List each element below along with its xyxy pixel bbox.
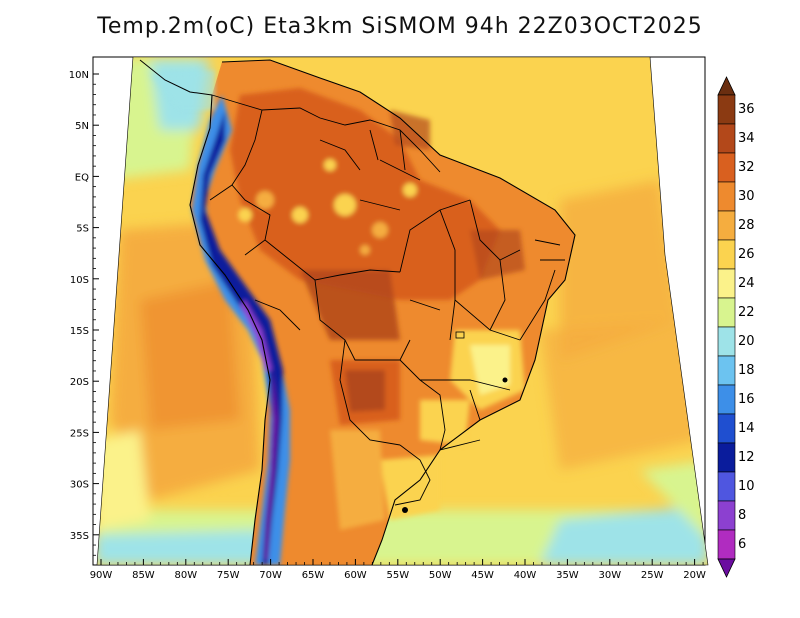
- lat-label: 25S: [70, 428, 89, 439]
- lat-label: 35S: [70, 531, 89, 542]
- temperature-field: [97, 57, 708, 565]
- longitude-axis: 90W 85W 80W 75W 70W 65W 60W 55W 50W 45W 40W 35W 30W 2…: [90, 559, 706, 581]
- coastline-west: [189, 94, 271, 565]
- lake-marker: [502, 377, 508, 383]
- lat-label: 10N: [69, 70, 89, 81]
- colorbar-label: 6: [738, 537, 746, 552]
- colorbar-segment: [717, 471, 736, 502]
- colorbar-segment: [717, 500, 736, 531]
- lon-label: 65W: [302, 570, 325, 581]
- lon-label: 70W: [259, 570, 282, 581]
- lon-label: 25W: [641, 570, 664, 581]
- lon-label: 80W: [174, 570, 197, 581]
- lon-label: 35W: [556, 570, 579, 581]
- lon-label: 50W: [429, 570, 452, 581]
- colorbar-label: 28: [738, 218, 755, 233]
- colorbar-segment: [717, 529, 736, 560]
- colorbar-segment: [717, 442, 736, 473]
- lat-label: 5S: [76, 224, 89, 235]
- country-borders: [209, 94, 565, 506]
- map-title: Temp.2m(oC) Eta3km SiSMOM 94h 22Z03OCT20…: [97, 14, 703, 39]
- lon-label: 60W: [344, 570, 367, 581]
- colorbar-label: 26: [738, 247, 755, 262]
- lon-label: 75W: [217, 570, 240, 581]
- colorbar-label: 12: [738, 450, 755, 465]
- lon-label: 45W: [471, 570, 494, 581]
- lon-label: 40W: [514, 570, 537, 581]
- colorbar-bottom-arrow: [717, 558, 736, 578]
- coastline-central-america: [139, 59, 213, 96]
- lat-label: 15S: [70, 326, 89, 337]
- colorbar-label: 30: [738, 189, 755, 204]
- colorbar-segment: [717, 268, 736, 299]
- colorbar-segment: [717, 94, 736, 125]
- lake-marker: [455, 331, 465, 339]
- colorbar-segment: [717, 152, 736, 183]
- colorbar-label: 24: [738, 276, 755, 291]
- lat-label: 30S: [70, 480, 89, 491]
- colorbar-label: 18: [738, 363, 755, 378]
- lat-label: 5N: [75, 121, 89, 132]
- south-america-land: [150, 60, 575, 565]
- colorbar-label: 36: [738, 102, 755, 117]
- colorbar-segment: [717, 413, 736, 444]
- colorbar-label: 8: [738, 508, 746, 523]
- colorbar-segment: [717, 210, 736, 241]
- lat-label: 10S: [70, 275, 89, 286]
- lat-label: 20S: [70, 377, 89, 388]
- colorbar-segment: [717, 384, 736, 415]
- lat-label: EQ: [75, 172, 89, 183]
- colorbar-segment: [717, 355, 736, 386]
- colorbar-label: 34: [738, 131, 755, 146]
- colorbar-label: 20: [738, 334, 755, 349]
- colorbar-segment: [717, 297, 736, 328]
- lon-label: 55W: [386, 570, 409, 581]
- colorbar-segment: [717, 181, 736, 212]
- lon-label: 30W: [598, 570, 621, 581]
- colorbar-label: 32: [738, 160, 755, 175]
- colorbar-segment: [717, 326, 736, 357]
- colorbar-label: 22: [738, 305, 755, 320]
- lake-marker: [402, 507, 408, 513]
- lon-label: 85W: [132, 570, 155, 581]
- lon-label: 20W: [683, 570, 706, 581]
- colorbar-label: 14: [738, 421, 755, 436]
- latitude-axis: 10N 5N EQ 5S 10S 15S 20S 25S 30S 35S: [69, 70, 99, 556]
- colorbar-top-arrow: [717, 76, 736, 96]
- coastline-east: [221, 59, 576, 565]
- colorbar-segment: [717, 239, 736, 270]
- colorbar-label: 10: [738, 479, 755, 494]
- colorbar-segment: [717, 123, 736, 154]
- colorbar-label: 16: [738, 392, 755, 407]
- colorbar: 36 34 32 30 28 26 24 22 20 18 16 14 12 10 8 6: [717, 76, 755, 578]
- domain-outline: [96, 56, 709, 566]
- lon-label: 90W: [90, 570, 113, 581]
